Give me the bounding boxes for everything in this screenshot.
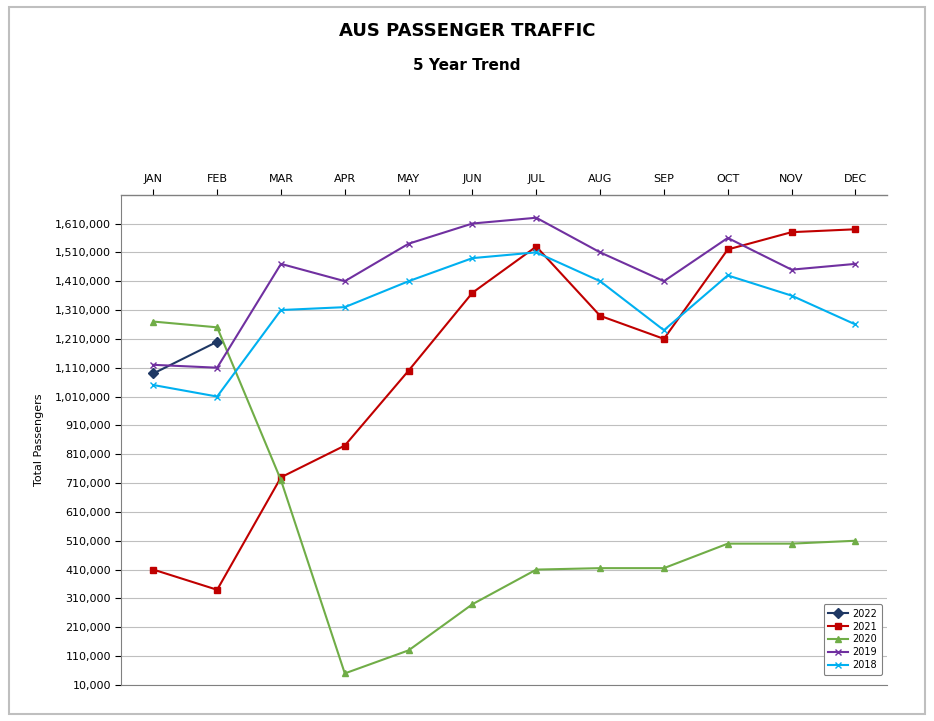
2020 <box>211 323 223 332</box>
2019 <box>339 277 350 286</box>
2020 <box>531 565 542 574</box>
2020 <box>786 539 798 548</box>
2018 <box>339 303 350 311</box>
2022 <box>211 337 223 346</box>
2019 <box>148 360 159 369</box>
2020 <box>276 476 287 485</box>
Legend: 2022, 2021, 2020, 2019, 2018: 2022, 2021, 2020, 2019, 2018 <box>824 603 883 675</box>
2021 <box>148 565 159 574</box>
2021 <box>722 245 733 254</box>
2020 <box>595 564 606 572</box>
2021 <box>403 366 415 375</box>
2018 <box>531 248 542 257</box>
2019 <box>467 219 478 228</box>
2018 <box>658 326 670 335</box>
2020 <box>467 600 478 609</box>
2020 <box>722 539 733 548</box>
2018 <box>211 392 223 401</box>
2020 <box>403 646 415 655</box>
2018 <box>467 254 478 262</box>
Line: 2020: 2020 <box>149 318 859 677</box>
Text: 5 Year Trend: 5 Year Trend <box>413 58 521 73</box>
2019 <box>850 260 861 268</box>
2021 <box>276 473 287 482</box>
Y-axis label: Total Passengers: Total Passengers <box>34 394 44 486</box>
2021 <box>595 311 606 320</box>
2021 <box>467 288 478 297</box>
2021 <box>850 225 861 234</box>
Line: 2019: 2019 <box>149 214 859 371</box>
2018 <box>403 277 415 286</box>
Line: 2022: 2022 <box>149 338 220 377</box>
2019 <box>211 363 223 372</box>
2018 <box>786 291 798 300</box>
2018 <box>595 277 606 286</box>
2021 <box>658 335 670 343</box>
2019 <box>786 265 798 274</box>
Text: AUS PASSENGER TRAFFIC: AUS PASSENGER TRAFFIC <box>339 22 595 40</box>
2018 <box>722 271 733 280</box>
2019 <box>403 239 415 248</box>
2021 <box>211 585 223 594</box>
2019 <box>595 248 606 257</box>
2020 <box>148 317 159 326</box>
Line: 2021: 2021 <box>149 226 859 593</box>
2018 <box>148 381 159 389</box>
2022 <box>148 369 159 378</box>
Line: 2018: 2018 <box>149 249 859 400</box>
2018 <box>276 306 287 314</box>
2018 <box>850 320 861 329</box>
2020 <box>658 564 670 572</box>
2020 <box>850 536 861 545</box>
2021 <box>531 242 542 251</box>
2020 <box>339 669 350 678</box>
2021 <box>786 228 798 236</box>
2019 <box>276 260 287 268</box>
2019 <box>658 277 670 286</box>
2019 <box>531 213 542 222</box>
2019 <box>722 234 733 242</box>
2021 <box>339 441 350 450</box>
